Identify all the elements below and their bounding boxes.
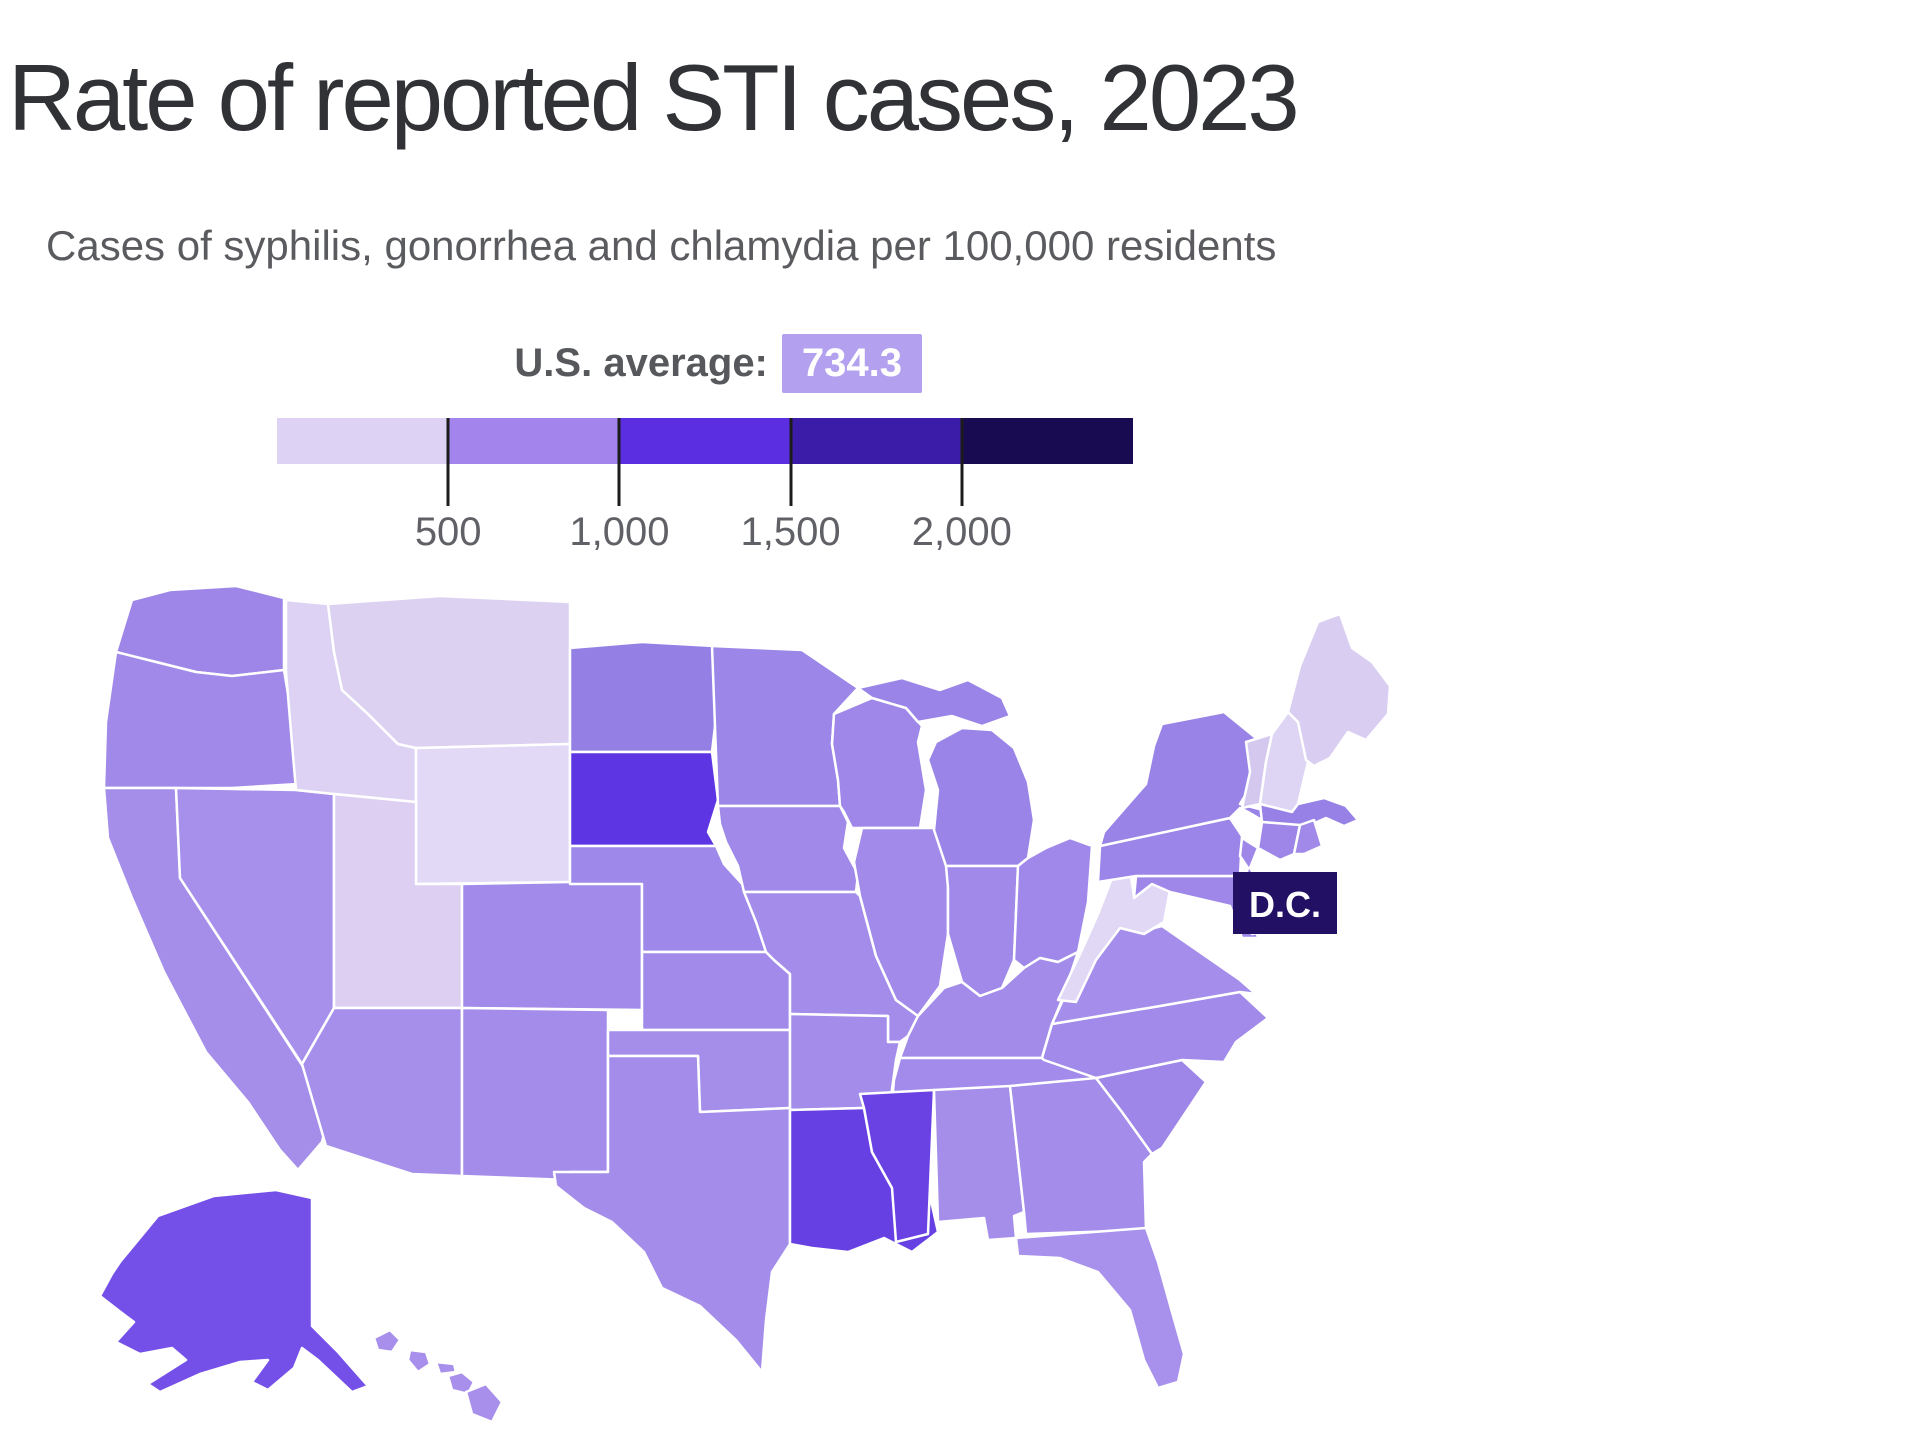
state-RI[interactable] [1292, 818, 1324, 856]
state-OR[interactable] [102, 650, 300, 790]
legend-swatch [277, 418, 449, 464]
dc-label: D.C. [1249, 884, 1321, 925]
us-average-value: 734.3 [781, 334, 922, 393]
state-HI[interactable] [406, 1348, 432, 1374]
legend-tick [789, 418, 793, 506]
state-MI[interactable] [926, 726, 1036, 868]
state-MI[interactable] [856, 676, 1012, 728]
page-title: Rate of reported STI cases, 2023 [8, 45, 1300, 150]
state-AK[interactable] [98, 1188, 370, 1394]
state-KS[interactable] [640, 950, 792, 1032]
state-WY[interactable] [414, 742, 572, 886]
legend-tick-label: 2,000 [911, 510, 1012, 554]
state-CO[interactable] [460, 880, 644, 1012]
state-HI[interactable] [464, 1382, 504, 1424]
page-subtitle: Cases of syphilis, gonorrhea and chlamyd… [46, 222, 1277, 269]
state-AL[interactable] [932, 1084, 1026, 1242]
state-CT[interactable] [1256, 820, 1302, 862]
us-average-label: U.S. average: [514, 341, 768, 385]
legend-tick [617, 418, 621, 506]
state-IN[interactable] [944, 864, 1020, 998]
color-scale-bar [277, 418, 1134, 464]
legend-tick-label: 500 [414, 510, 482, 554]
state-FL[interactable] [1014, 1226, 1186, 1390]
color-scale-legend: 500 1,000 1,500 2,000 [277, 418, 1134, 558]
legend-swatch [790, 418, 962, 464]
legend-tick-label: 1,000 [569, 510, 670, 554]
dc-callout[interactable]: D.C. [1233, 872, 1337, 934]
state-MT[interactable] [326, 594, 572, 750]
legend-tick [446, 418, 450, 506]
state-HI[interactable] [446, 1370, 476, 1396]
state-TX[interactable] [552, 1054, 792, 1374]
legend-swatch [961, 418, 1134, 464]
state-ND[interactable] [568, 640, 720, 754]
dc-box [1233, 872, 1337, 934]
state-SD[interactable] [568, 750, 720, 848]
state-MS[interactable] [858, 1088, 936, 1244]
legend-swatch [619, 418, 791, 464]
state-AZ[interactable] [300, 1006, 464, 1178]
state-OH[interactable] [1012, 836, 1094, 970]
legend-tick-label: 1,500 [740, 510, 841, 554]
legend-tick [960, 418, 964, 506]
state-HI[interactable] [372, 1328, 402, 1354]
state-NM[interactable] [460, 1006, 610, 1182]
state-HI[interactable] [434, 1360, 458, 1376]
state-WI[interactable] [830, 696, 928, 830]
state-ME[interactable] [1286, 612, 1392, 768]
us-average-row: U.S. average: 734.3 [0, 334, 922, 393]
legend-swatch [448, 418, 620, 464]
